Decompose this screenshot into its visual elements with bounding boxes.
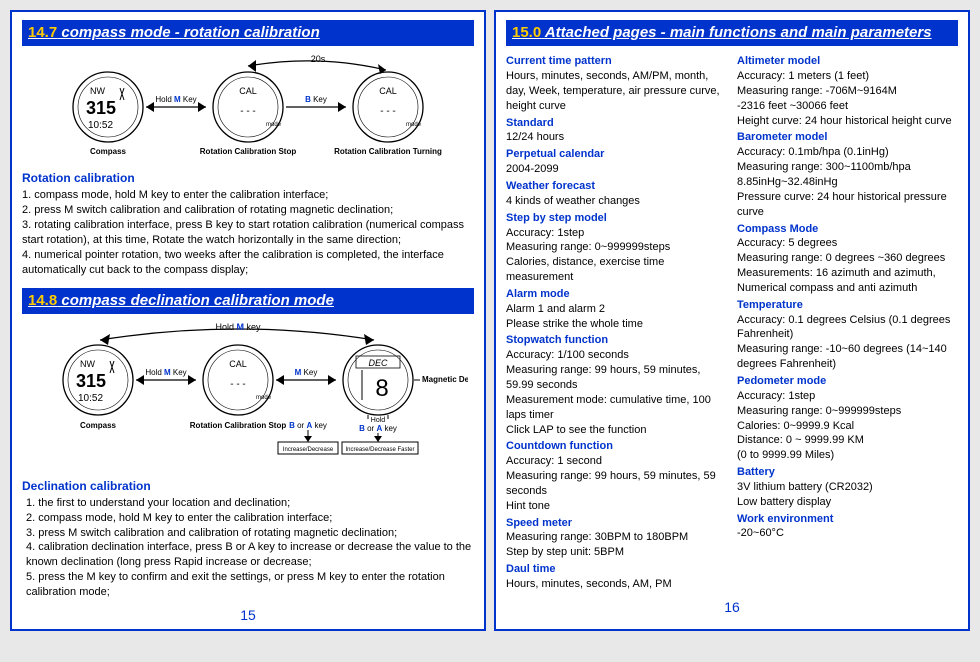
spec-col-1: Current time patternHours, minutes, seco… [506, 52, 727, 592]
page-spread: 14.7 compass mode - rotation calibration… [10, 10, 970, 631]
spec-value: Accuracy: 0.1mb/hpa (0.1inHg) Measuring … [737, 145, 958, 219]
svg-text:Compass: Compass [80, 421, 117, 430]
svg-text:M Key: M Key [295, 368, 318, 377]
diagram-rotation: 20s NW 315 10:52 Hold M Key CAL - - - [22, 52, 474, 162]
spec-value: Hours, minutes, seconds, AM, PM [506, 577, 727, 592]
svg-text:NW: NW [90, 86, 105, 96]
spec-value: Accuracy: 1 meters (1 feet) Measuring ra… [737, 69, 958, 128]
svg-text:315: 315 [86, 98, 116, 118]
svg-text:Hold M Key: Hold M Key [155, 95, 196, 104]
svg-text:B or A key: B or A key [359, 424, 397, 433]
svg-text:CAL: CAL [239, 86, 257, 96]
svg-text:8: 8 [375, 375, 388, 402]
svg-text:10:52: 10:52 [88, 120, 113, 131]
spec-value: 12/24 hours [506, 130, 727, 145]
spec-heading: Countdown function [506, 439, 727, 454]
spec-value: Accuracy: 0.1 degrees Celsius (0.1 degre… [737, 313, 958, 372]
svg-text:Increase/Decrease Faster: Increase/Decrease Faster [345, 447, 414, 453]
page-right: 15.0 Attached pages - main functions and… [494, 10, 970, 631]
spec-value: -20~60°C [737, 526, 958, 541]
spec-value: 2004-2099 [506, 162, 727, 177]
svg-text:- - -: - - - [240, 106, 256, 117]
svg-text:20s: 20s [311, 54, 326, 64]
svg-text:- - -: - - - [230, 379, 246, 390]
section-title-147: compass mode - rotation calibration [57, 24, 320, 41]
svg-text:mode: mode [406, 122, 422, 128]
section-num-148: 14.8 [28, 292, 57, 309]
svg-text:mode: mode [266, 122, 282, 128]
spec-value: 4 kinds of weather changes [506, 194, 727, 209]
svg-text:CAL: CAL [229, 359, 247, 369]
spec-value: Hours, minutes, seconds, AM/PM, month, d… [506, 69, 727, 114]
section-title-148: compass declination calibration mode [57, 292, 334, 309]
declination-cal-steps: 1. the first to understand your location… [22, 496, 474, 600]
spec-heading: Battery [737, 465, 958, 480]
spec-heading: Temperature [737, 298, 958, 313]
spec-heading: Pedometer mode [737, 374, 958, 389]
section-num-15: 15.0 [512, 24, 541, 41]
svg-text:Increase/Decrease: Increase/Decrease [283, 447, 334, 453]
page-left: 14.7 compass mode - rotation calibration… [10, 10, 486, 631]
rotation-cal-steps: 1. compass mode, hold M key to enter the… [22, 188, 474, 277]
spec-heading: Weather forecast [506, 179, 727, 194]
svg-text:Compass: Compass [90, 147, 127, 156]
spec-col-2: Altimeter modelAccuracy: 1 meters (1 fee… [737, 52, 958, 592]
svg-text:Rotation Calibration Turning: Rotation Calibration Turning [334, 147, 442, 156]
svg-text:- - -: - - - [380, 106, 396, 117]
spec-heading: Work environment [737, 512, 958, 527]
spec-heading: Altimeter model [737, 54, 958, 69]
svg-text:Magnetic Declination: Magnetic Declination [422, 375, 468, 384]
spec-heading: Perpetual calendar [506, 147, 727, 162]
section-num-147: 14.7 [28, 24, 57, 41]
spec-heading: Step by step model [506, 211, 727, 226]
spec-value: Measuring range: 30BPM to 180BPM Step by… [506, 530, 727, 560]
section-header-148: 14.8 compass declination calibration mod… [22, 288, 474, 314]
spec-value: 3V lithium battery (CR2032) Low battery … [737, 480, 958, 510]
spec-heading: Standard [506, 116, 727, 131]
svg-text:DEC: DEC [368, 358, 388, 368]
svg-text:Rotation Calibration Stop: Rotation Calibration Stop [200, 147, 297, 156]
spec-value: Accuracy: 1step Measuring range: 0~99999… [506, 226, 727, 285]
svg-text:B or A key: B or A key [289, 421, 327, 430]
spec-value: Accuracy: 1step Measuring range: 0~99999… [737, 389, 958, 463]
section-header-15: 15.0 Attached pages - main functions and… [506, 20, 958, 46]
spec-value: Alarm 1 and alarm 2 Please strike the wh… [506, 302, 727, 332]
spec-columns: Current time patternHours, minutes, seco… [506, 52, 958, 592]
section-title-15: Attached pages - main functions and main… [541, 24, 931, 41]
spec-value: Accuracy: 5 degrees Measuring range: 0 d… [737, 236, 958, 295]
spec-heading: Current time pattern [506, 54, 727, 69]
svg-text:Hold M key: Hold M key [215, 322, 261, 332]
svg-text:B Key: B Key [305, 95, 327, 104]
svg-text:NW: NW [80, 359, 95, 369]
svg-text:Hold M Key: Hold M Key [145, 368, 186, 377]
svg-text:Hold: Hold [371, 417, 386, 424]
svg-text:CAL: CAL [379, 86, 397, 96]
spec-heading: Stopwatch function [506, 333, 727, 348]
rotation-cal-title: Rotation calibration [22, 170, 474, 186]
spec-heading: Daul time [506, 562, 727, 577]
page-number-right: 16 [506, 598, 958, 617]
page-number-left: 15 [22, 606, 474, 625]
declination-cal-title: Declination calibration [22, 478, 474, 494]
section-header-147: 14.7 compass mode - rotation calibration [22, 20, 474, 46]
diagram-declination: Hold M key NW 315 10:52 Hold M Key CAL -… [22, 320, 474, 470]
svg-text:Rotation Calibration Stop: Rotation Calibration Stop [190, 421, 287, 430]
svg-text:315: 315 [76, 371, 106, 391]
spec-heading: Compass Mode [737, 222, 958, 237]
spec-heading: Alarm mode [506, 287, 727, 302]
svg-text:10:52: 10:52 [78, 393, 103, 404]
spec-heading: Barometer model [737, 130, 958, 145]
spec-value: Accuracy: 1 second Measuring range: 99 h… [506, 454, 727, 513]
svg-text:mode: mode [256, 395, 272, 401]
spec-value: Accuracy: 1/100 seconds Measuring range:… [506, 348, 727, 437]
spec-heading: Speed meter [506, 516, 727, 531]
